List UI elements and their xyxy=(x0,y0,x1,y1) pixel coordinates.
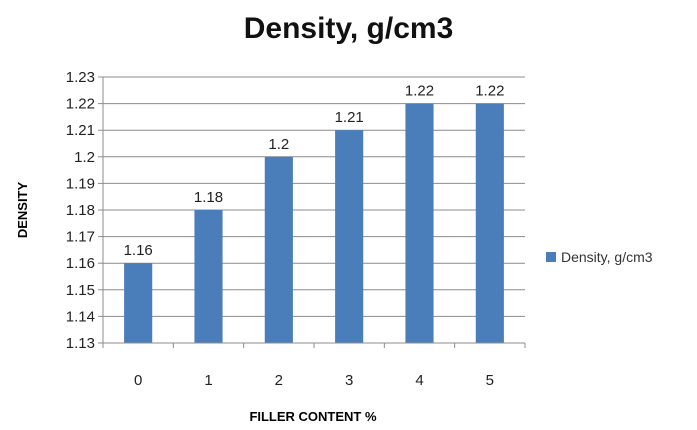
y-tick-label: 1.21 xyxy=(66,122,95,139)
y-tick-label: 1.2 xyxy=(74,149,95,166)
data-label: 1.16 xyxy=(124,242,153,259)
data-label: 1.22 xyxy=(475,83,504,100)
x-tick-labels: 0 1 2 3 4 5 xyxy=(134,372,494,389)
gridlines xyxy=(103,76,525,344)
x-tick-label: 4 xyxy=(415,372,423,389)
y-tick-label: 1.13 xyxy=(66,335,95,352)
legend: Density, g/cm3 xyxy=(546,249,653,265)
x-tick-label: 0 xyxy=(134,372,142,389)
data-label: 1.21 xyxy=(335,109,364,126)
x-tick-label: 5 xyxy=(486,372,494,389)
y-tick-label: 1.18 xyxy=(66,202,95,219)
x-tick-label: 2 xyxy=(275,372,283,389)
bars xyxy=(124,103,504,343)
y-tick-label: 1.14 xyxy=(66,308,95,325)
legend-swatch xyxy=(546,252,556,262)
bar xyxy=(194,210,223,343)
y-tick-label: 1.17 xyxy=(66,229,95,246)
data-label: 1.2 xyxy=(268,136,289,153)
data-labels: 1.16 1.18 1.2 1.21 1.22 1.22 xyxy=(124,83,505,260)
chart-title: Density, g/cm3 xyxy=(243,12,454,45)
bar xyxy=(335,130,364,343)
data-label: 1.18 xyxy=(194,189,223,206)
x-tick-label: 1 xyxy=(204,372,212,389)
bar xyxy=(264,156,293,343)
y-axis-title: DENSITY xyxy=(15,182,30,239)
y-tick-label: 1.23 xyxy=(66,69,95,86)
y-tick-label: 1.22 xyxy=(66,96,95,113)
legend-label: Density, g/cm3 xyxy=(561,249,653,265)
bar xyxy=(475,103,504,343)
bar xyxy=(124,263,153,343)
y-tick-label: 1.16 xyxy=(66,255,95,272)
data-label: 1.22 xyxy=(405,83,434,100)
y-tick-label: 1.15 xyxy=(66,282,95,299)
x-axis-title: FILLER CONTENT % xyxy=(249,409,377,424)
axes xyxy=(98,76,526,348)
y-tick-label: 1.19 xyxy=(66,175,95,192)
y-tick-labels: 1.13 1.14 1.15 1.16 1.17 1.18 1.19 1.2 1.21 1.22 1… xyxy=(66,69,95,352)
x-tick-label: 3 xyxy=(345,372,353,389)
bar xyxy=(405,103,434,343)
